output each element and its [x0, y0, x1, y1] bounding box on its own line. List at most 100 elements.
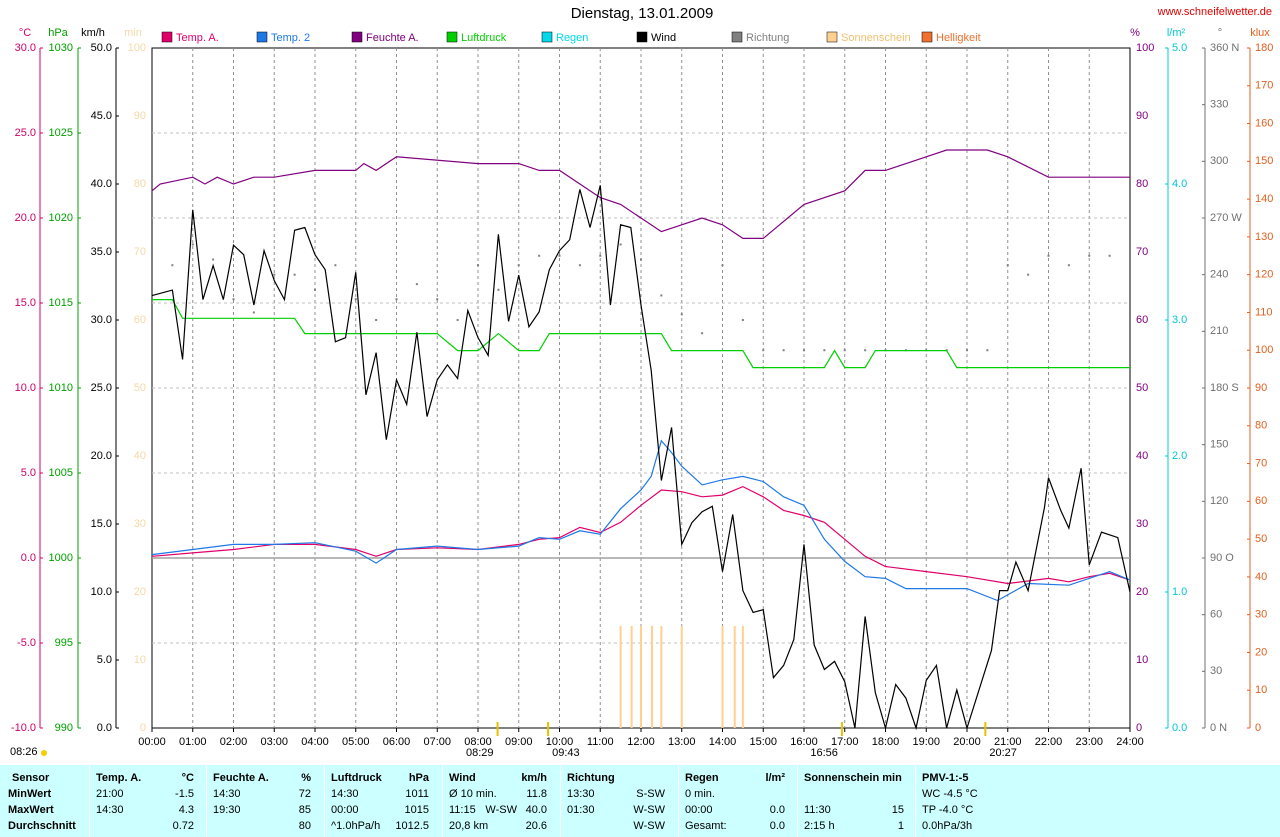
y-tick-label: 30 [1136, 518, 1148, 530]
table-cell-text: 1012.5 [395, 820, 429, 832]
y-tick-label: 30 [1255, 609, 1267, 621]
x-tick-label: 05:00 [342, 736, 370, 748]
table-cell-text: 01:30 [567, 804, 595, 816]
x-tick-label: 21:00 [994, 736, 1022, 748]
y-tick-label: 35.0 [91, 246, 112, 258]
y-tick-label: 110 [1255, 306, 1273, 318]
chart-title: Dienstag, 13.01.2009 [571, 5, 714, 22]
x-tick-label: 23:00 [1075, 736, 1103, 748]
x-tick-label: 08:00 [464, 736, 492, 748]
y-tick-label: 70 [1255, 457, 1267, 469]
table-cell-text: 1015 [404, 804, 429, 816]
y-tick-label: 45.0 [91, 110, 112, 122]
y-tick-label: 240 [1210, 269, 1228, 281]
line-series [151, 149, 1130, 239]
table-cell-text: 14:30 [213, 788, 241, 800]
direction-dot [212, 258, 215, 261]
direction-dot [741, 319, 744, 321]
direction-dot [538, 254, 541, 257]
table-cell-text: ^1.0hPa/h [331, 820, 381, 832]
y-tick-label: 20 [1255, 646, 1267, 658]
y-tick-label: 2.0 [1172, 450, 1187, 462]
legend-label: Regen [556, 32, 588, 44]
x-tick-label: 00:00 [138, 736, 166, 748]
y-tick-label: 70 [134, 246, 146, 258]
column-separator [442, 765, 443, 837]
table-cell-text: Temp. A. [96, 772, 142, 784]
table-cell-text: 1 [897, 820, 904, 832]
direction-dot [1067, 264, 1070, 267]
line-series [151, 185, 1131, 731]
table-cell-text: 0 min. [685, 788, 715, 800]
direction-dot [252, 311, 255, 314]
table-cell-text: hPa [408, 772, 429, 784]
y-tick-label: 40.0 [91, 178, 112, 190]
table-cell-text: % [301, 772, 311, 784]
y-tick-label: 150 [1210, 439, 1228, 451]
y-tick-label: 50 [1136, 382, 1148, 394]
table-cell-text: 85 [298, 804, 311, 816]
legend-swatch [826, 31, 838, 43]
column-separator [797, 765, 798, 837]
legend-label: Feuchte A. [366, 32, 419, 44]
table-cell-text: l/m² [765, 772, 785, 784]
direction-dot [640, 258, 642, 261]
legend-swatch [731, 31, 743, 43]
x-tick-label: 24:00 [1116, 736, 1144, 748]
line-series [151, 485, 1131, 585]
table-cell-text: 14:30 [96, 804, 124, 816]
direction-dot [375, 319, 378, 321]
y-tick-label: 300 [1210, 155, 1228, 167]
table-cell-text: 00:00 [685, 804, 713, 816]
table-cell-text: °C [181, 772, 194, 784]
y-tick-label: 10.0 [15, 382, 36, 394]
column-separator [560, 765, 561, 837]
axis-unit: % [1130, 27, 1140, 39]
y-tick-label: 5.0 [97, 654, 112, 666]
direction-dot [843, 349, 846, 352]
x-tick-label: 13:00 [668, 736, 696, 748]
y-tick-label: 160 [1255, 117, 1273, 129]
table-cell-text: PMV-1:-5 [922, 772, 969, 784]
x-tick-label: 07:00 [423, 736, 451, 748]
event-label: 09:43 [552, 747, 580, 759]
table-cell-text: W-SW [633, 820, 665, 832]
y-tick-label: 60 [1255, 495, 1267, 507]
direction-dot [293, 273, 296, 276]
direction-dot [803, 349, 805, 352]
direction-dot [395, 298, 398, 301]
y-tick-label: 90 O [1210, 552, 1234, 564]
x-tick-label: 11:00 [587, 736, 614, 748]
table-cell-text: 11:15 [449, 804, 476, 816]
y-tick-label: 180 [1255, 42, 1273, 54]
x-tick-label: 19:00 [912, 736, 940, 748]
y-tick-label: 1025 [49, 127, 73, 139]
direction-dot [823, 349, 826, 352]
table-cell-text: MaxWert [8, 804, 54, 816]
table-cell-text: 4.3 [178, 804, 194, 816]
event-label: 16:56 [810, 747, 838, 759]
direction-dot [1047, 254, 1050, 257]
y-tick-label: 80 [1136, 178, 1148, 190]
legend-swatch [351, 31, 363, 43]
direction-dot [558, 254, 561, 257]
direction-dot [721, 264, 724, 267]
y-tick-label: 30 [1210, 665, 1222, 677]
y-tick-label: 0.0 [21, 552, 36, 564]
axis-unit: min [124, 27, 142, 39]
y-tick-label: 30.0 [91, 314, 112, 326]
y-tick-label: 100 [1255, 344, 1273, 356]
y-tick-label: 150 [1255, 155, 1273, 167]
table-cell-text: W-SW [485, 804, 517, 816]
y-tick-label: 10 [134, 654, 146, 666]
table-cell-text: -1.5 [175, 788, 194, 800]
y-tick-label: 10 [1255, 684, 1267, 696]
table-cell-text: Ø 10 min. [449, 788, 497, 800]
x-tick-label: 18:00 [872, 736, 900, 748]
y-tick-label: 50 [134, 382, 146, 394]
table-cell-text: W-SW [633, 804, 665, 816]
x-tick-label: 20:00 [953, 736, 981, 748]
direction-dot [578, 264, 581, 267]
y-tick-label: 0 [1136, 722, 1142, 734]
y-tick-label: 60 [1136, 314, 1148, 326]
